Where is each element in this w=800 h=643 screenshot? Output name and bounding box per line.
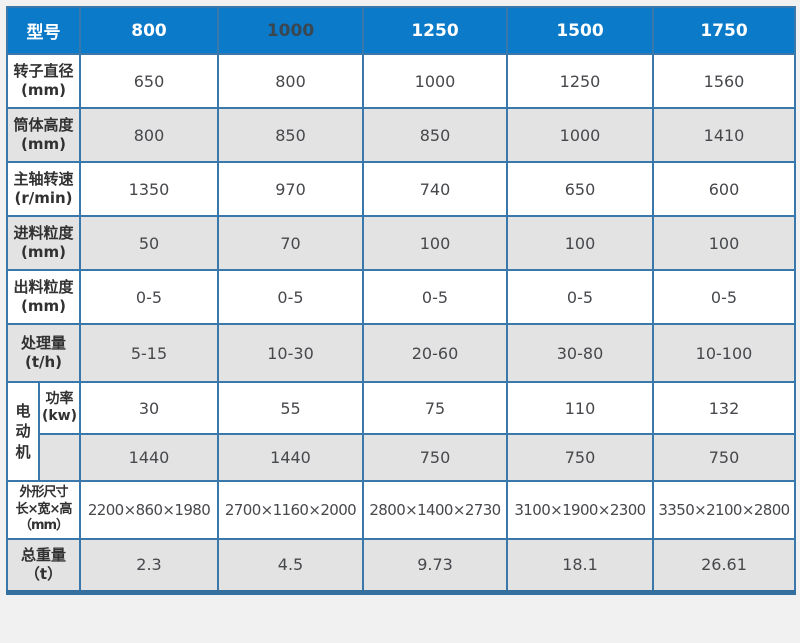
cell: 2200×860×1980 <box>79 480 219 540</box>
table-row-total-weight: 总重量 （t） 2.3 4.5 9.73 18.1 26.61 <box>6 538 796 593</box>
header-model-800: 800 <box>79 6 219 55</box>
cell: 70 <box>217 215 364 271</box>
cell: 970 <box>217 161 364 217</box>
table-row-motor-power: 电 动 机 功率 (kw) 30 55 75 110 132 <box>6 381 796 482</box>
cell: 0-5 <box>217 269 364 325</box>
cell: 30-80 <box>506 323 654 383</box>
cell: 1440 <box>79 433 219 482</box>
cell: 26.61 <box>652 538 796 593</box>
header-model-1250: 1250 <box>362 6 508 55</box>
table-row-capacity: 处理量 (t/h) 5-15 10-30 20-60 30-80 10-100 <box>6 323 796 383</box>
cell: 600 <box>652 161 796 217</box>
cell: 800 <box>217 53 364 109</box>
cell: 2700×1160×2000 <box>217 480 364 540</box>
row-label: 功率 (kw) <box>38 381 81 435</box>
table-row-feed-size: 进料粒度 (mm) 50 70 100 100 100 <box>6 215 796 271</box>
cell: 3100×1900×2300 <box>506 480 654 540</box>
table-row-cylinder-height: 筒体高度 (mm) 800 850 850 1000 1410 <box>6 107 796 163</box>
cell: 100 <box>362 215 508 271</box>
cell: 850 <box>217 107 364 163</box>
cell: 1000 <box>506 107 654 163</box>
cell: 50 <box>79 215 219 271</box>
row-label: 处理量 (t/h) <box>6 323 81 383</box>
cell: 1560 <box>652 53 796 109</box>
cell: 75 <box>362 381 508 435</box>
cell: 1410 <box>652 107 796 163</box>
table-row-spindle-speed: 主轴转速 (r/min) 1350 970 740 650 600 <box>6 161 796 217</box>
row-label: 进料粒度 (mm) <box>6 215 81 271</box>
cell: 1000 <box>362 53 508 109</box>
cell: 4.5 <box>217 538 364 593</box>
cell: 20-60 <box>362 323 508 383</box>
table-row-discharge-size: 出料粒度 (mm) 0-5 0-5 0-5 0-5 0-5 <box>6 269 796 325</box>
cell: 650 <box>506 161 654 217</box>
header-model-label: 型号 <box>6 6 81 55</box>
cell: 100 <box>506 215 654 271</box>
cell: 10-30 <box>217 323 364 383</box>
cell: 0-5 <box>652 269 796 325</box>
cell: 18.1 <box>506 538 654 593</box>
row-label: 总重量 （t） <box>6 538 81 593</box>
cell: 750 <box>362 433 508 482</box>
spec-table: 型号 800 1000 1250 1500 1750 转子直径 (mm) 650… <box>6 6 796 595</box>
cell: 650 <box>79 53 219 109</box>
header-model-1500: 1500 <box>506 6 654 55</box>
cell: 9.73 <box>362 538 508 593</box>
cell: 850 <box>362 107 508 163</box>
row-label-empty <box>38 433 81 482</box>
cell: 100 <box>652 215 796 271</box>
cell: 0-5 <box>506 269 654 325</box>
row-label: 主轴转速 (r/min) <box>6 161 81 217</box>
header-model-1000: 1000 <box>217 6 364 55</box>
motor-group-label: 电 动 机 <box>6 381 40 482</box>
header-row: 型号 800 1000 1250 1500 1750 <box>6 6 796 55</box>
cell: 740 <box>362 161 508 217</box>
cell: 1350 <box>79 161 219 217</box>
cell: 2.3 <box>79 538 219 593</box>
cell: 30 <box>79 381 219 435</box>
cell: 110 <box>506 381 654 435</box>
row-label: 出料粒度 (mm) <box>6 269 81 325</box>
cell: 0-5 <box>362 269 508 325</box>
cell: 750 <box>506 433 654 482</box>
header-model-1750: 1750 <box>652 6 796 55</box>
cell: 750 <box>652 433 796 482</box>
table-row-dimensions: 外形尺寸 长×宽×高 （mm） 2200×860×1980 2700×1160×… <box>6 480 796 540</box>
cell: 132 <box>652 381 796 435</box>
cell: 5-15 <box>79 323 219 383</box>
row-label: 转子直径 (mm) <box>6 53 81 109</box>
cell: 800 <box>79 107 219 163</box>
row-label: 筒体高度 (mm) <box>6 107 81 163</box>
cell: 10-100 <box>652 323 796 383</box>
cell: 2800×1400×2730 <box>362 480 508 540</box>
table-row-motor-speed: 1440 1440 750 750 750 <box>7 433 796 482</box>
cell: 1250 <box>506 53 654 109</box>
table-row-rotor-diameter: 转子直径 (mm) 650 800 1000 1250 1560 <box>6 53 796 109</box>
cell: 1440 <box>217 433 364 482</box>
row-label: 外形尺寸 长×宽×高 （mm） <box>6 480 81 540</box>
cell: 3350×2100×2800 <box>652 480 796 540</box>
cell: 0-5 <box>79 269 219 325</box>
cell: 55 <box>217 381 364 435</box>
